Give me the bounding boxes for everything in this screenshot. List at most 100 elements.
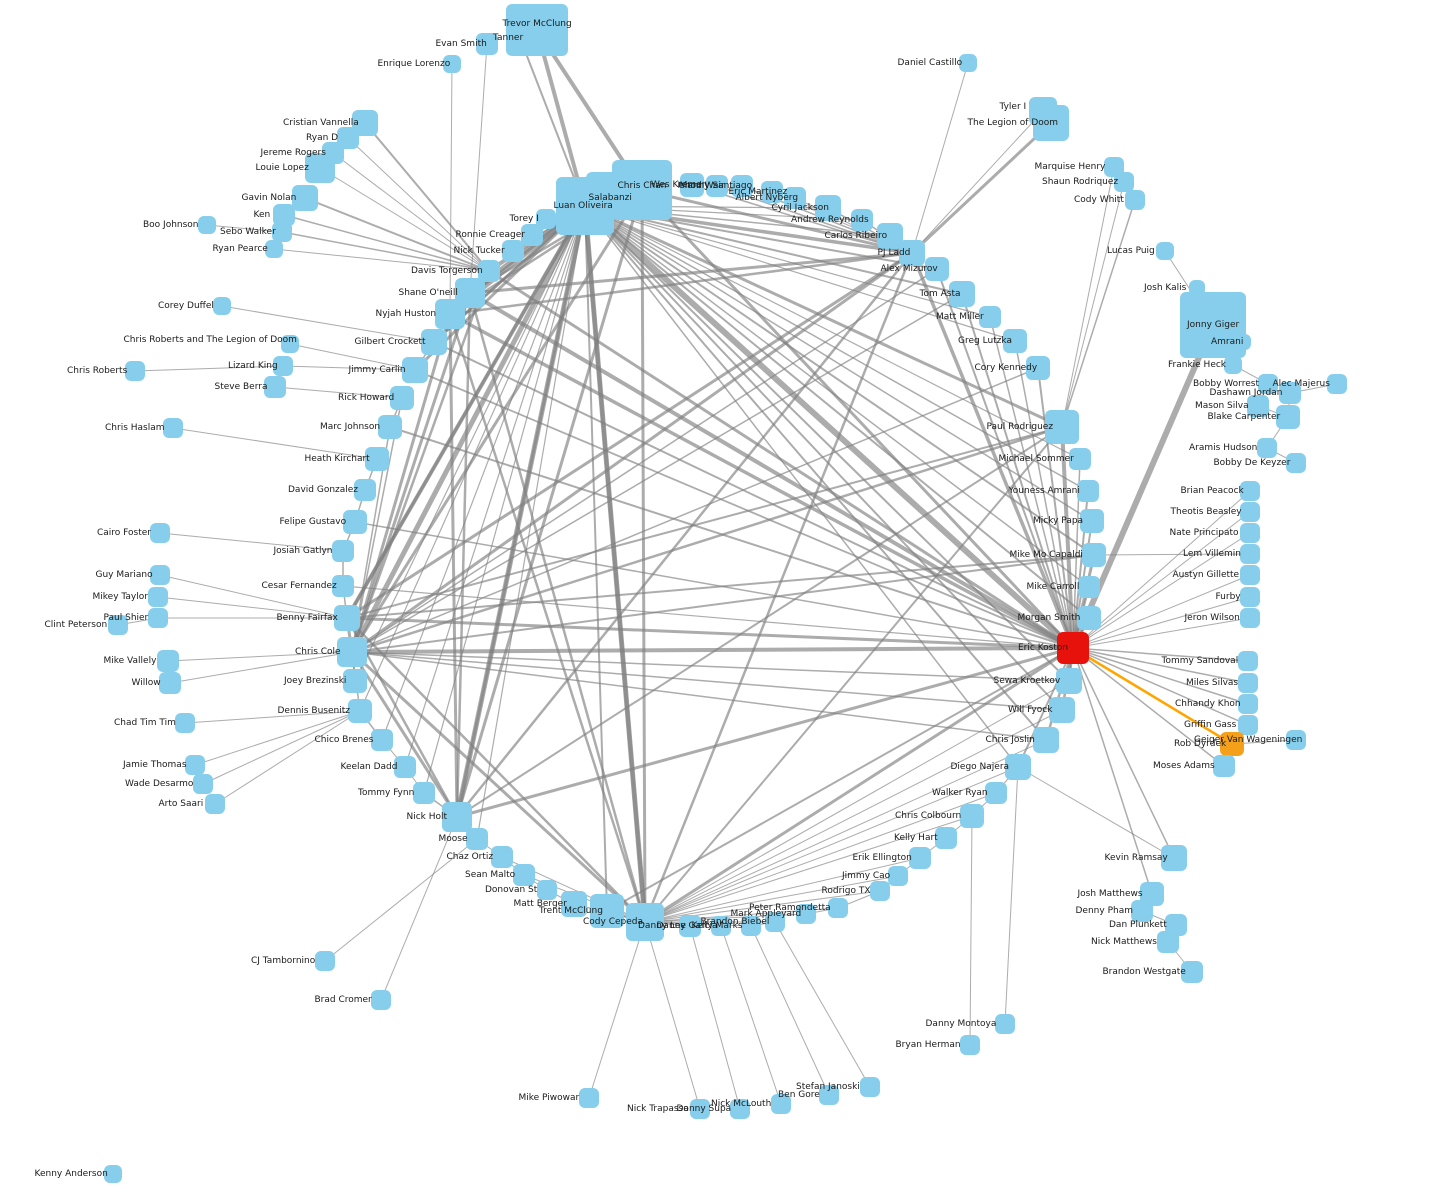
graph-node[interactable] [198, 216, 216, 234]
graph-node[interactable] [265, 240, 283, 258]
graph-node[interactable] [711, 916, 731, 936]
graph-node[interactable] [272, 222, 292, 242]
graph-node[interactable] [1213, 755, 1235, 777]
graph-node[interactable] [1286, 453, 1306, 473]
graph-node[interactable] [870, 881, 890, 901]
graph-node[interactable] [536, 209, 556, 229]
graph-node[interactable] [949, 281, 975, 307]
graph-node[interactable] [1003, 329, 1027, 353]
graph-node[interactable] [796, 904, 816, 924]
graph-node[interactable] [205, 794, 225, 814]
graph-node[interactable] [706, 175, 728, 197]
graph-node[interactable] [315, 951, 335, 971]
graph-node[interactable] [690, 1099, 710, 1119]
graph-node[interactable] [679, 915, 701, 937]
graph-node[interactable] [828, 898, 848, 918]
graph-node[interactable] [343, 510, 367, 534]
graph-node[interactable] [1240, 481, 1260, 501]
graph-node[interactable] [175, 713, 195, 733]
graph-node[interactable] [466, 828, 488, 850]
graph-node[interactable] [442, 802, 472, 832]
graph-node[interactable] [1080, 509, 1104, 533]
graph-node[interactable] [413, 782, 435, 804]
graph-node[interactable] [860, 1077, 880, 1097]
graph-node[interactable] [435, 299, 465, 329]
graph-node[interactable] [1157, 931, 1179, 953]
graph-node[interactable] [1077, 480, 1099, 502]
graph-node[interactable] [1238, 715, 1258, 735]
graph-node[interactable] [104, 1165, 122, 1183]
graph-node[interactable] [1238, 651, 1258, 671]
graph-node[interactable] [1057, 632, 1089, 664]
graph-node[interactable] [960, 804, 984, 828]
graph-node[interactable] [1240, 587, 1260, 607]
graph-node[interactable] [784, 187, 806, 209]
graph-node[interactable] [402, 357, 428, 383]
graph-node[interactable] [378, 415, 402, 439]
graph-node[interactable] [556, 177, 614, 235]
graph-node[interactable] [1165, 914, 1187, 936]
graph-node[interactable] [819, 1085, 839, 1105]
graph-node[interactable] [537, 880, 557, 900]
graph-node[interactable] [390, 386, 414, 410]
graph-node[interactable] [1276, 405, 1300, 429]
graph-node[interactable] [292, 185, 318, 211]
graph-node[interactable] [443, 55, 461, 73]
graph-node[interactable] [371, 729, 393, 751]
graph-node[interactable] [159, 672, 181, 694]
graph-node[interactable] [513, 864, 535, 886]
graph-node[interactable] [1286, 730, 1306, 750]
graph-node[interactable] [1114, 172, 1134, 192]
graph-node[interactable] [579, 1088, 599, 1108]
graph-node[interactable] [332, 575, 354, 597]
graph-node[interactable] [1082, 543, 1106, 567]
graph-node[interactable] [1327, 374, 1347, 394]
graph-node[interactable] [1257, 438, 1277, 458]
graph-node[interactable] [1224, 356, 1242, 374]
graph-node[interactable] [935, 827, 957, 849]
graph-node[interactable] [680, 173, 704, 197]
graph-node[interactable] [1238, 673, 1258, 693]
graph-node[interactable] [334, 605, 360, 631]
graph-node[interactable] [502, 240, 524, 262]
graph-node[interactable] [888, 866, 908, 886]
graph-node[interactable] [730, 1099, 750, 1119]
graph-node[interactable] [365, 447, 389, 471]
graph-node[interactable] [815, 195, 841, 221]
graph-node[interactable] [959, 54, 977, 72]
graph-node[interactable] [995, 1014, 1015, 1034]
graph-node[interactable] [771, 1094, 791, 1114]
graph-node[interactable] [1258, 374, 1278, 394]
graph-node[interactable] [163, 418, 183, 438]
graph-node[interactable] [590, 894, 624, 928]
graph-node[interactable] [273, 356, 293, 376]
graph-node[interactable] [264, 376, 286, 398]
graph-node[interactable] [193, 774, 213, 794]
graph-node[interactable] [213, 297, 231, 315]
graph-node[interactable] [1238, 694, 1258, 714]
graph-node[interactable] [148, 587, 168, 607]
graph-node[interactable] [626, 903, 664, 941]
graph-node[interactable] [561, 891, 587, 917]
graph-node[interactable] [731, 175, 753, 197]
graph-node[interactable] [985, 782, 1007, 804]
graph-node[interactable] [305, 153, 335, 183]
graph-node[interactable] [394, 756, 416, 778]
graph-node[interactable] [1131, 900, 1153, 922]
graph-node[interactable] [899, 240, 925, 266]
graph-node[interactable] [1033, 105, 1069, 141]
graph-node[interactable] [1049, 697, 1075, 723]
graph-node[interactable] [1005, 754, 1031, 780]
graph-node[interactable] [1247, 395, 1269, 417]
graph-node[interactable] [185, 755, 205, 775]
graph-node[interactable] [348, 699, 372, 723]
graph-node[interactable] [150, 565, 170, 585]
graph-node[interactable] [1077, 606, 1101, 630]
graph-node[interactable] [281, 335, 299, 353]
graph-node[interactable] [108, 615, 128, 635]
graph-node[interactable] [1240, 608, 1260, 628]
graph-node[interactable] [1240, 565, 1260, 585]
graph-node[interactable] [761, 181, 783, 203]
graph-node[interactable] [343, 669, 367, 693]
graph-node[interactable] [337, 637, 367, 667]
